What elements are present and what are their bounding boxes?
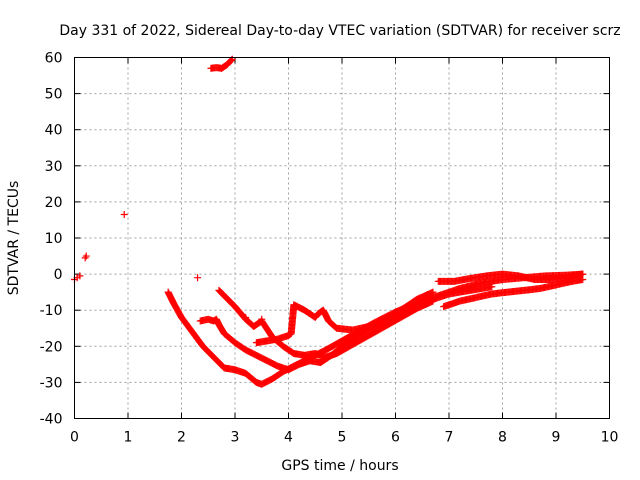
x-tick-label: 1 (124, 430, 133, 446)
y-tick-label: 50 (45, 87, 63, 103)
y-tick-label: 10 (45, 231, 63, 247)
data-point (228, 55, 236, 63)
series-6 (434, 270, 587, 285)
data-point (82, 252, 90, 260)
x-tick-label: 9 (552, 430, 561, 446)
series-7 (440, 276, 587, 311)
x-tick-label: 8 (498, 430, 507, 446)
data-point (429, 297, 437, 305)
y-axis-label: SDTVAR / TECUs (6, 181, 22, 296)
data-point (488, 283, 496, 291)
y-tick-label: 40 (45, 123, 63, 139)
y-tick-label: -40 (40, 412, 63, 428)
data-point (579, 276, 587, 284)
x-tick-label: 7 (445, 430, 454, 446)
y-tick-labels: -40 -30 -20 -10 0 10 20 30 40 50 60 (40, 51, 63, 428)
y-tick-label: -20 (40, 339, 63, 355)
series-5 (252, 288, 437, 347)
y-tick-label: 0 (54, 267, 63, 283)
x-tick-label: 5 (338, 430, 347, 446)
x-axis-label: GPS time / hours (281, 458, 398, 474)
y-tick-label: -30 (40, 375, 63, 391)
x-tick-label: 6 (391, 430, 400, 446)
chart-title: Day 331 of 2022, Sidereal Day-to-day VTE… (59, 23, 620, 39)
x-tick-label: 0 (70, 430, 79, 446)
data-marks (71, 55, 587, 388)
plot-frame (74, 57, 610, 419)
x-tick-label: 2 (177, 430, 186, 446)
x-tick-label: 4 (284, 430, 293, 446)
data-point (194, 274, 202, 282)
series-1 (207, 55, 236, 72)
x-tick-label: 3 (231, 430, 240, 446)
data-point (76, 272, 84, 280)
x-tick-label: 10 (601, 430, 619, 446)
y-tick-label: 20 (45, 195, 63, 211)
series-4 (215, 286, 437, 361)
x-tick-labels: 0 1 2 3 4 5 6 7 8 9 10 (70, 430, 618, 446)
data-point (429, 288, 437, 296)
data-point (227, 57, 235, 65)
data-point (120, 211, 128, 219)
y-tick-label: 30 (45, 159, 63, 175)
y-tick-label: -10 (40, 303, 63, 319)
y-tick-label: 60 (45, 51, 63, 67)
